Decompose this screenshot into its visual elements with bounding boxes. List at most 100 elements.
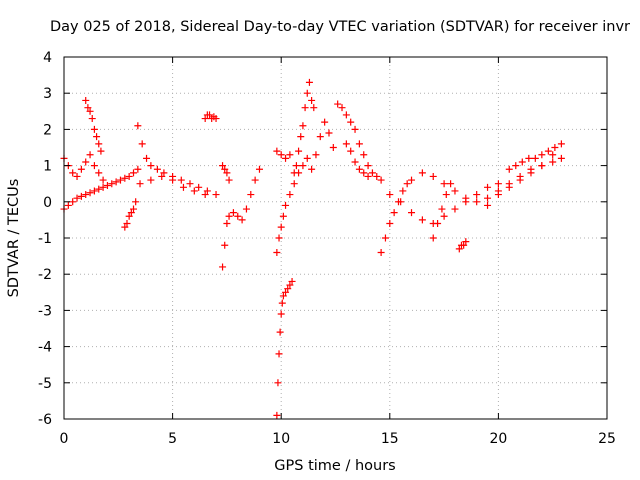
data-point [99,183,107,191]
data-point [277,310,285,318]
data-point [223,220,231,228]
data-point [494,180,502,188]
data-point [551,144,559,151]
data-point [127,209,135,217]
data-point [229,209,237,217]
data-point [179,183,187,191]
data-point [381,234,389,242]
data-point [303,89,311,97]
y-tick-label: -6 [38,412,52,428]
data-point [286,281,294,289]
data-point [255,165,263,173]
series-arc-q [377,176,416,256]
data-point [462,194,470,202]
series-arc-p [342,140,372,180]
data-point [312,151,320,159]
data-point [505,165,513,173]
series-arc-m [290,78,318,177]
data-point [225,212,233,220]
series-arc-l [273,147,294,162]
data-point [408,176,416,184]
data-point [525,154,533,162]
data-point [123,220,131,228]
data-point [279,212,287,220]
series-arc-d [121,198,140,231]
data-point [288,277,296,285]
x-tick-label: 20 [489,431,507,447]
data-point [97,147,105,155]
data-point [186,180,194,188]
data-point [386,220,394,228]
data-point [190,187,198,195]
data-point [103,182,111,190]
data-point [273,147,281,155]
data-point [494,191,502,199]
data-point [442,191,450,199]
data-point [342,111,350,119]
data-point [247,191,255,199]
data-point [403,180,411,188]
data-point [82,191,90,199]
data-point [355,140,363,148]
data-point [531,154,539,162]
data-point [274,379,282,387]
data-point [282,201,290,209]
data-point [278,299,286,307]
data-point [134,165,142,173]
data-point [203,187,211,195]
data-point [234,212,242,220]
data-point [147,162,155,170]
y-tick-label: 2 [43,122,52,138]
series-arc-k [273,154,311,256]
data-point [143,154,151,162]
data-point [397,198,405,206]
data-point [86,107,94,115]
data-point [368,169,376,177]
data-point [73,172,81,180]
data-point [447,180,455,188]
data-point [290,180,298,188]
data-point [338,104,346,112]
data-point [386,191,394,199]
series-arc-i [219,162,233,184]
series-arc-r [386,180,502,228]
y-tick-label: -4 [38,340,52,356]
data-point [282,288,290,296]
data-point [160,169,168,177]
data-point [408,209,416,217]
data-point [473,191,481,199]
data-point [77,165,85,173]
data-point [221,165,229,173]
data-point [429,172,437,180]
y-tick-label: -2 [38,267,52,283]
series-arc-f [136,172,209,199]
data-point [201,191,209,199]
data-point [321,118,329,126]
data-point [301,104,309,112]
series-arc-e [134,122,220,199]
series-arc-a [60,165,142,213]
series-arc-t [429,180,455,242]
data-point [451,205,459,213]
x-tick-label: 10 [272,431,290,447]
data-point [286,151,294,159]
data-point [544,147,552,155]
data-point [390,209,398,217]
data-point [308,165,316,173]
data-point [116,176,124,184]
data-point [484,201,492,209]
y-axis-label: SDTVAR / TECUs [6,179,22,298]
data-point [527,169,535,177]
series-arc-g [201,111,220,123]
series-arc-w [505,144,559,173]
y-tick-label: -3 [38,303,52,319]
data-point [219,263,227,271]
data-point [277,223,285,231]
data-point [121,174,129,182]
data-point [484,183,492,191]
data-point [347,147,355,155]
data-point [377,176,385,184]
data-point [273,248,281,256]
